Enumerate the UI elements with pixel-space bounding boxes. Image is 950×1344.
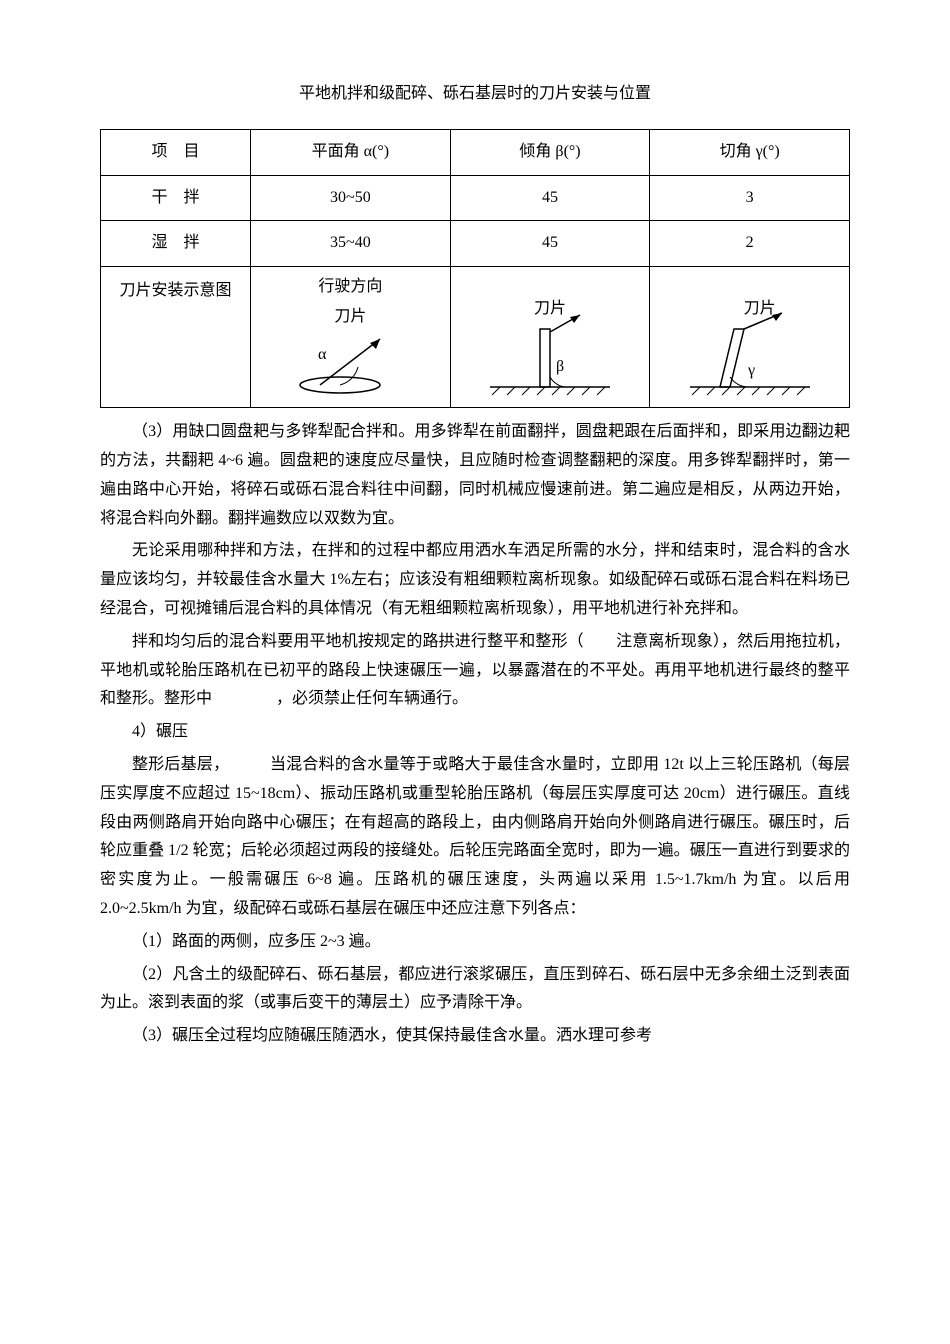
beta-symbol: β bbox=[556, 358, 564, 375]
diagram-label-cell: 刀片安装示意图 bbox=[101, 267, 251, 408]
blade-label: 刀片 bbox=[670, 295, 849, 324]
table-title: 平地机拌和级配碎、砾石基层时的刀片安装与位置 bbox=[100, 80, 850, 109]
paragraph: （1）路面的两侧，应多压 2~3 遍。 bbox=[100, 928, 850, 957]
table-header-row: 项 目 平面角 α(°) 倾角 β(°) 切角 γ(°) bbox=[101, 129, 850, 175]
paragraph: （2）凡含土的级配碎石、砾石基层，都应进行滚浆碾压，直压到碎石、砾石层中无多余细… bbox=[100, 961, 850, 1019]
cell: 湿 拌 bbox=[101, 221, 251, 267]
cell: 30~50 bbox=[251, 175, 451, 221]
paragraph: 无论采用哪种拌和方法，在拌和的过程中都应用洒水车洒足所需的水分，拌和结束时，混合… bbox=[100, 537, 850, 623]
alpha-diagram-cell: 行驶方向 刀片 α bbox=[251, 267, 451, 408]
diagram-row: 刀片安装示意图 行驶方向 刀片 α 刀片 bbox=[101, 267, 850, 408]
cell: 干 拌 bbox=[101, 175, 251, 221]
cell: 35~40 bbox=[251, 221, 451, 267]
paragraph: 拌和均匀后的混合料要用平地机按规定的路拱进行整平和整形（ 注意离析现象），然后用… bbox=[100, 628, 850, 714]
paragraph: （3）用缺口圆盘耙与多铧犁配合拌和。用多铧犁在前面翻拌，圆盘耙跟在后面拌和，即采… bbox=[100, 418, 850, 533]
cell: 45 bbox=[450, 221, 650, 267]
alpha-symbol: α bbox=[318, 346, 327, 363]
blade-label: 刀片 bbox=[251, 303, 450, 332]
col-item: 项 目 bbox=[101, 129, 251, 175]
cell: 45 bbox=[450, 175, 650, 221]
cell: 2 bbox=[650, 221, 850, 267]
blade-label: 刀片 bbox=[451, 295, 650, 324]
paragraph: 4）碾压 bbox=[100, 718, 850, 747]
col-beta: 倾角 β(°) bbox=[450, 129, 650, 175]
gamma-diagram-icon: γ bbox=[670, 267, 830, 407]
gamma-symbol: γ bbox=[747, 362, 755, 379]
travel-direction-label: 行驶方向 bbox=[251, 273, 450, 302]
table-row: 湿 拌 35~40 45 2 bbox=[101, 221, 850, 267]
cell: 3 bbox=[650, 175, 850, 221]
col-alpha: 平面角 α(°) bbox=[251, 129, 451, 175]
table-row: 干 拌 30~50 45 3 bbox=[101, 175, 850, 221]
paragraph: 整形后基层， 当混合料的含水量等于或略大于最佳含水量时，立即用 12t 以上三轮… bbox=[100, 751, 850, 924]
gamma-diagram-cell: 刀片 γ bbox=[650, 267, 850, 408]
blade-angle-table: 项 目 平面角 α(°) 倾角 β(°) 切角 γ(°) 干 拌 30~50 4… bbox=[100, 129, 850, 408]
col-gamma: 切角 γ(°) bbox=[650, 129, 850, 175]
beta-diagram-cell: 刀片 β bbox=[450, 267, 650, 408]
beta-diagram-icon: β bbox=[470, 267, 630, 407]
paragraph: （3）碾压全过程均应随碾压随洒水，使其保持最佳含水量。洒水理可参考 bbox=[100, 1022, 850, 1051]
